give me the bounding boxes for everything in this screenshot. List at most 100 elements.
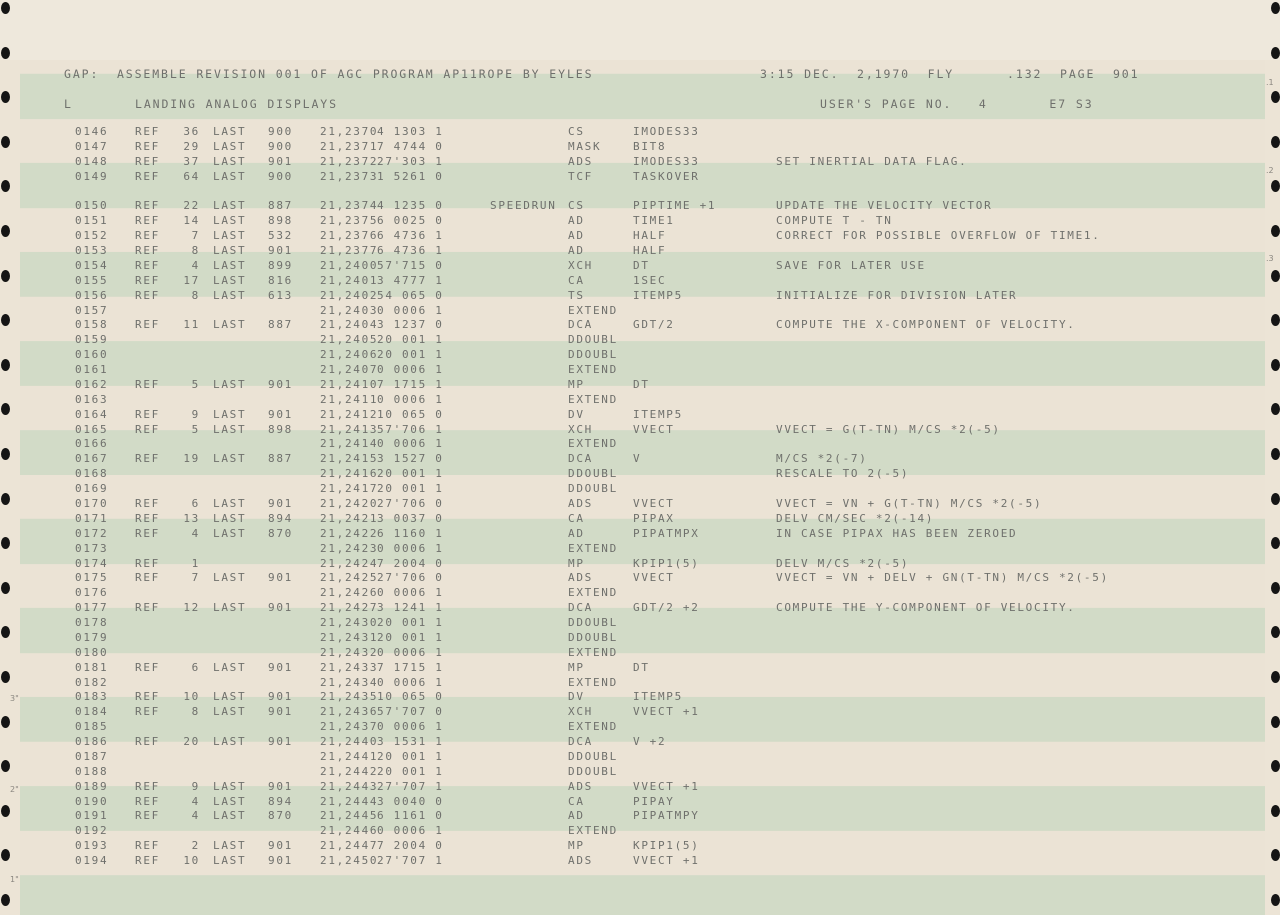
opcode: MP	[568, 377, 585, 391]
operand: VVECT +1	[633, 779, 700, 793]
opcode: CA	[568, 511, 585, 525]
opcode: MP	[568, 556, 585, 570]
comment: SAVE FOR LATER USE	[776, 258, 926, 272]
last-line: 894	[268, 511, 293, 525]
comment: COMPUTE T - TN	[776, 214, 893, 228]
line-number: 0191	[75, 809, 109, 823]
octal-code: 0 0006 1	[377, 824, 444, 838]
operand: PIPAX	[633, 511, 675, 525]
address: 21,2371	[320, 139, 379, 153]
operand: ITEMP5	[633, 288, 683, 302]
feed-hole	[1, 403, 10, 416]
address: 21,2446	[320, 824, 379, 838]
octal-code: 3 1241 1	[377, 601, 444, 615]
last-line: 901	[268, 735, 293, 749]
ref-label: REF	[135, 229, 160, 243]
address: 21,2441	[320, 749, 379, 763]
last-label: LAST	[213, 318, 247, 332]
octal-code: 20 001 1	[377, 764, 444, 778]
opcode: EXTEND	[568, 720, 618, 734]
octal-code: 20 001 1	[377, 467, 444, 481]
octal-code: 27'707 1	[377, 779, 444, 793]
octal-code: 3 1527 0	[377, 452, 444, 466]
last-line: 887	[268, 318, 293, 332]
operand: DT	[633, 660, 650, 674]
opcode: CS	[568, 125, 585, 138]
comment: DELV CM/SEC *2(-14)	[776, 511, 935, 525]
feed-hole	[1, 671, 10, 683]
address: 21,2436	[320, 705, 379, 719]
last-line: 901	[268, 660, 293, 674]
last-label: LAST	[213, 258, 247, 272]
address: 21,2421	[320, 511, 379, 525]
last-label: LAST	[213, 854, 247, 868]
opcode: EXTEND	[568, 824, 618, 838]
address: 21,2407	[320, 363, 379, 377]
operand: KPIP1(5)	[633, 556, 700, 570]
last-line: 900	[268, 139, 293, 153]
line-number: 0182	[75, 675, 109, 689]
last-line: 532	[268, 229, 293, 243]
ref-label: REF	[135, 452, 160, 466]
feed-hole	[1, 804, 10, 817]
ref-count: 4	[191, 809, 200, 823]
address: 21,2372	[320, 154, 379, 168]
last-line: 887	[268, 452, 293, 466]
operand: TIME1	[633, 214, 675, 228]
last-line: 901	[268, 854, 293, 868]
opcode: XCH	[568, 705, 593, 719]
operand: PIPTIME +1	[633, 199, 717, 213]
line-number: 0167	[75, 452, 109, 466]
ref-count: 12	[183, 601, 200, 615]
last-line: 901	[268, 601, 293, 615]
comment: VVECT = VN + G(T-TN) M/CS *2(-5)	[776, 497, 1043, 510]
operand: PIPAY	[633, 794, 675, 808]
opcode: EXTEND	[568, 437, 618, 451]
operand: VVECT	[633, 497, 675, 510]
operand: IMODES33	[633, 125, 700, 138]
address: 21,2424	[320, 556, 379, 570]
feed-hole	[1, 46, 10, 59]
octal-code: 0 0006 1	[377, 541, 444, 555]
last-label: LAST	[213, 779, 247, 793]
feed-hole	[1, 358, 10, 371]
opcode: AD	[568, 809, 585, 823]
feed-hole	[1271, 626, 1280, 639]
opcode: EXTEND	[568, 363, 618, 377]
comment: COMPUTE THE Y-COMPONENT OF VELOCITY.	[776, 601, 1076, 615]
ref-label: REF	[135, 779, 160, 793]
operand: V	[633, 452, 642, 466]
address: 21,2375	[320, 214, 379, 228]
paper-top-margin	[0, 0, 1280, 60]
operand: HALF	[633, 244, 667, 258]
octal-code: 20 001 1	[377, 630, 444, 644]
ref-count: 8	[191, 244, 200, 258]
address: 21,2445	[320, 809, 379, 823]
ref-count: 64	[183, 169, 200, 183]
opcode: DDOUBL	[568, 764, 618, 778]
octal-code: 27'706 0	[377, 497, 444, 510]
octal-code: 3 0040 0	[377, 794, 444, 808]
last-label: LAST	[213, 839, 247, 853]
last-label: LAST	[213, 199, 247, 213]
opcode: XCH	[568, 258, 593, 272]
address: 21,2427	[320, 601, 379, 615]
comment: M/CS *2(-7)	[776, 452, 868, 466]
feed-hole	[1, 91, 10, 104]
address: 21,2432	[320, 645, 379, 659]
address: 21,2374	[320, 199, 379, 213]
line-number: 0192	[75, 824, 109, 838]
line-number: 0165	[75, 422, 109, 436]
ref-count: 4	[191, 526, 200, 540]
operand: GDT/2	[633, 318, 675, 332]
operand: DT	[633, 377, 650, 391]
feed-hole	[1, 448, 10, 460]
opcode: ADS	[568, 571, 593, 585]
feed-hole	[1, 269, 10, 282]
feed-hole	[1, 849, 10, 862]
address: 21,2406	[320, 348, 379, 362]
line-number: 0163	[75, 392, 109, 406]
octal-code: 0 0006 1	[377, 437, 444, 451]
line-number: 0184	[75, 705, 109, 719]
ref-label: REF	[135, 794, 160, 808]
